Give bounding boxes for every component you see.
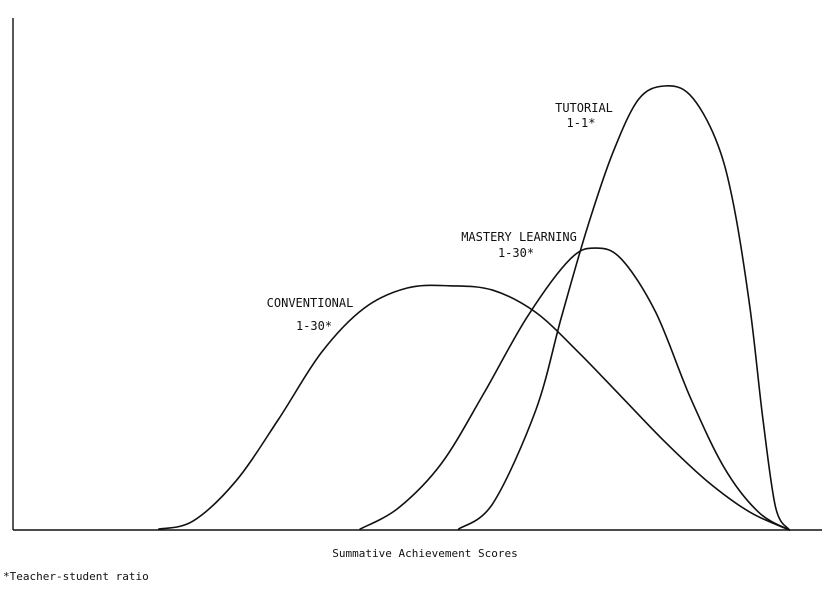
chart-axes — [12, 18, 822, 531]
series-ratio-tutorial: 1-1* — [567, 116, 596, 130]
curve-tutorial — [457, 85, 791, 531]
footnote: *Teacher-student ratio — [3, 570, 149, 583]
series-label-conventional: CONVENTIONAL — [267, 296, 354, 310]
curve-mastery-learning — [359, 247, 791, 531]
series-label-tutorial: TUTORIAL — [555, 101, 613, 115]
series-label-group: CONVENTIONAL 1-30* MASTERY LEARNING 1-30* TU… — [267, 101, 613, 333]
series-label-mastery-learning: MASTERY LEARNING — [461, 230, 577, 244]
series-ratio-mastery-learning: 1-30* — [498, 246, 534, 260]
curve-conventional — [157, 284, 791, 531]
series-ratio-conventional: 1-30* — [296, 319, 332, 333]
curve-group — [157, 85, 791, 531]
x-axis-label: Summative Achievement Scores — [332, 547, 517, 560]
